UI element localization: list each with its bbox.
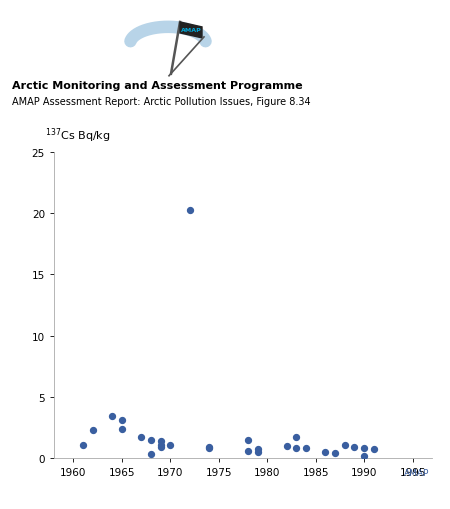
Point bbox=[147, 436, 154, 444]
Point bbox=[157, 441, 164, 449]
Text: AMAP: AMAP bbox=[180, 29, 202, 34]
Point bbox=[206, 443, 213, 451]
Point bbox=[118, 425, 126, 433]
Point bbox=[292, 444, 300, 453]
Point bbox=[166, 441, 174, 449]
Polygon shape bbox=[180, 23, 202, 39]
Point bbox=[302, 444, 310, 453]
Point bbox=[360, 444, 368, 453]
Point bbox=[157, 437, 164, 445]
Point bbox=[322, 448, 329, 456]
Point bbox=[370, 445, 378, 454]
Point bbox=[351, 443, 358, 451]
Point bbox=[186, 206, 194, 214]
Text: $^{137}$Cs Bq/kg: $^{137}$Cs Bq/kg bbox=[45, 127, 110, 145]
Point bbox=[206, 444, 213, 453]
Point bbox=[138, 433, 145, 441]
Point bbox=[341, 441, 348, 449]
Point bbox=[254, 445, 261, 454]
Point bbox=[360, 451, 368, 460]
Point bbox=[283, 442, 290, 450]
Point bbox=[292, 433, 300, 441]
Point bbox=[254, 448, 261, 456]
Point bbox=[108, 412, 116, 420]
Point bbox=[147, 450, 154, 459]
Point bbox=[89, 426, 96, 434]
Point bbox=[118, 416, 126, 425]
Point bbox=[244, 447, 252, 455]
Text: Arctic Monitoring and Assessment Programme: Arctic Monitoring and Assessment Program… bbox=[12, 80, 302, 91]
Text: AMAP: AMAP bbox=[405, 468, 430, 477]
Point bbox=[80, 441, 87, 449]
Point bbox=[332, 449, 339, 457]
Point bbox=[244, 436, 252, 444]
Point bbox=[157, 443, 164, 451]
Text: AMAP Assessment Report: Arctic Pollution Issues, Figure 8.34: AMAP Assessment Report: Arctic Pollution… bbox=[12, 97, 310, 106]
